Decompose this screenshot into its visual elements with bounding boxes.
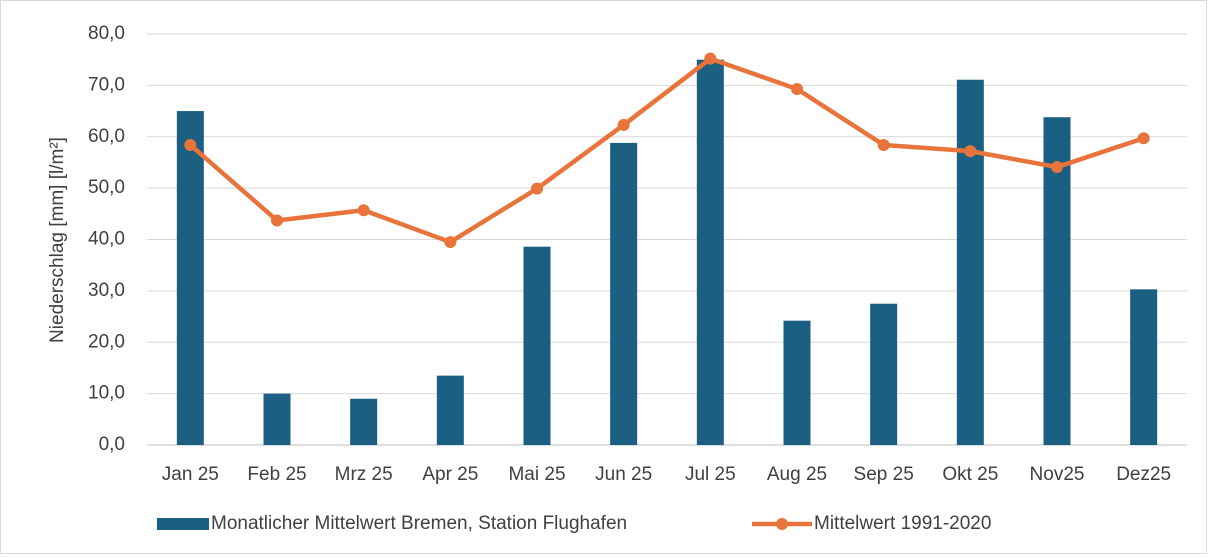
y-tick-label: 40,0 — [88, 229, 125, 250]
line-marker — [1051, 161, 1063, 174]
legend-swatch — [157, 518, 209, 530]
y-tick-label: 80,0 — [88, 23, 125, 44]
line-marker — [444, 236, 457, 249]
y-axis-label: Niederschlag [mm] [l/m²] — [47, 137, 68, 343]
bar — [350, 398, 378, 445]
bar — [696, 59, 724, 445]
y-tick-label: 60,0 — [88, 126, 125, 147]
legend-label: Mittelwert 1991-2020 — [814, 513, 991, 534]
x-tick-label: Jun 25 — [595, 464, 652, 485]
line-marker — [1137, 132, 1150, 145]
x-tick-label: Okt 25 — [942, 464, 998, 485]
x-tick-label: Jul 25 — [685, 464, 736, 485]
bar — [436, 375, 464, 445]
x-tick-label: Mai 25 — [508, 464, 565, 485]
x-tick-label: Apr 25 — [422, 464, 478, 485]
line-marker — [357, 204, 370, 217]
x-tick-label: Feb 25 — [247, 464, 306, 485]
line-marker — [271, 214, 283, 227]
line-marker — [877, 138, 890, 151]
x-tick-label: Dez25 — [1116, 464, 1171, 485]
bar — [523, 246, 551, 445]
y-tick-label: 20,0 — [88, 331, 125, 352]
y-tick-label: 70,0 — [88, 74, 125, 95]
bar — [956, 79, 984, 445]
y-tick-label: 0,0 — [99, 434, 125, 455]
x-tick-label: Nov25 — [1030, 464, 1085, 485]
line-marker — [531, 182, 543, 195]
line-marker — [791, 82, 803, 95]
x-tick-label: Aug 25 — [767, 464, 827, 485]
y-tick-label: 50,0 — [88, 177, 125, 198]
y-tick-label: 10,0 — [88, 383, 125, 404]
line-marker — [617, 118, 630, 131]
x-tick-label: Sep 25 — [854, 464, 914, 485]
line — [188, 56, 1145, 245]
legend-label: Monatlicher Mittelwert Bremen, Station F… — [211, 513, 627, 534]
bar — [1130, 289, 1158, 445]
line-marker — [964, 145, 977, 158]
x-tick-label: Jan 25 — [162, 464, 219, 485]
bar — [610, 142, 638, 446]
bar — [263, 393, 291, 445]
x-tick-label: Mrz 25 — [335, 464, 393, 485]
legend-swatch — [776, 518, 788, 530]
bar — [783, 320, 811, 445]
line-marker — [184, 138, 197, 151]
y-tick-label: 30,0 — [88, 280, 125, 301]
bar — [870, 303, 898, 445]
line-marker — [704, 52, 717, 65]
bar — [176, 111, 204, 445]
